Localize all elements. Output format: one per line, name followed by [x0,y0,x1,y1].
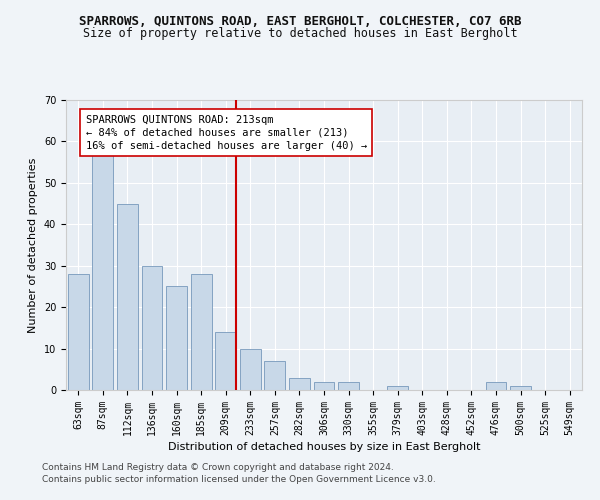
Bar [68,274,89,390]
Bar [510,386,531,390]
Bar [240,348,261,390]
Text: Contains public sector information licensed under the Open Government Licence v3: Contains public sector information licen… [42,474,436,484]
Bar [289,378,310,390]
Text: SPARROWS QUINTONS ROAD: 213sqm
← 84% of detached houses are smaller (213)
16% of: SPARROWS QUINTONS ROAD: 213sqm ← 84% of … [86,114,367,151]
Bar [485,382,506,390]
Bar [314,382,334,390]
Text: SPARROWS, QUINTONS ROAD, EAST BERGHOLT, COLCHESTER, CO7 6RB: SPARROWS, QUINTONS ROAD, EAST BERGHOLT, … [79,15,521,28]
Bar [191,274,212,390]
Text: Size of property relative to detached houses in East Bergholt: Size of property relative to detached ho… [83,28,517,40]
Bar [387,386,408,390]
Bar [215,332,236,390]
Bar [166,286,187,390]
Text: Contains HM Land Registry data © Crown copyright and database right 2024.: Contains HM Land Registry data © Crown c… [42,464,394,472]
Bar [92,154,113,390]
Bar [142,266,163,390]
Bar [265,361,286,390]
X-axis label: Distribution of detached houses by size in East Bergholt: Distribution of detached houses by size … [168,442,480,452]
Bar [117,204,138,390]
Bar [338,382,359,390]
Y-axis label: Number of detached properties: Number of detached properties [28,158,38,332]
